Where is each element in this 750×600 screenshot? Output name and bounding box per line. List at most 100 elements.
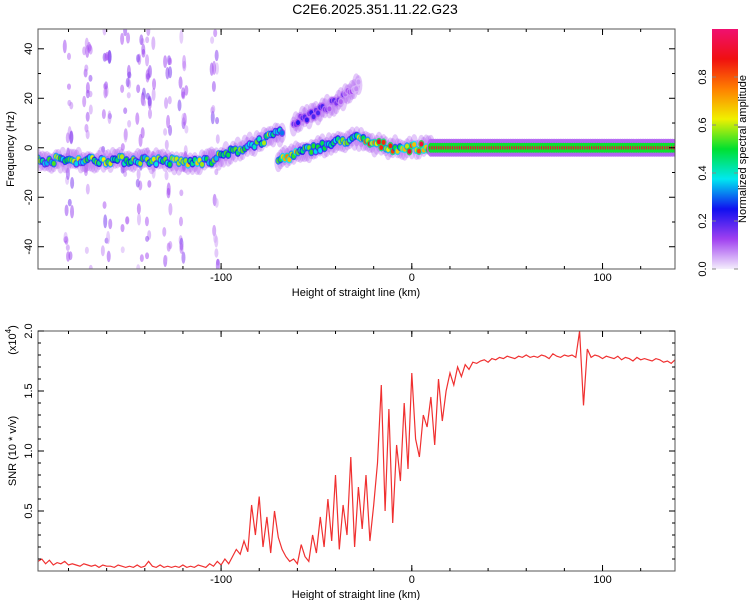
spectrogram-core-mark xyxy=(318,147,323,153)
x-tick-label: 100 xyxy=(593,272,611,284)
spectrogram-core-mark xyxy=(316,110,321,116)
spectrogram-noise-mark xyxy=(136,54,141,63)
spectrogram-core-mark xyxy=(119,154,124,160)
spectrogram-core-mark xyxy=(338,99,343,105)
spectrogram-noise-mark xyxy=(126,32,131,44)
spectrogram-core-mark xyxy=(200,161,205,167)
spectrogram-noise-mark xyxy=(211,81,216,93)
spectrogram-noise-mark xyxy=(168,202,173,216)
spectrogram-noise-mark xyxy=(214,248,219,258)
spectrogram-noise-mark xyxy=(120,223,125,233)
spectrogram-xlabel: Height of straight line (km) xyxy=(292,287,420,299)
spectrogram-noise-mark xyxy=(82,95,87,108)
spectrogram-noise-mark xyxy=(145,54,150,67)
spectrogram-noise-mark xyxy=(168,124,173,136)
spectrogram-noise-mark xyxy=(184,125,189,134)
spectrogram-noise-mark xyxy=(66,251,71,262)
spectrogram-noise-mark xyxy=(120,246,125,254)
y-tick-label: 0.5 xyxy=(23,503,35,518)
spectrogram-noise-mark xyxy=(181,87,186,99)
spectrogram-noise-mark xyxy=(167,96,172,105)
spectrogram-core-mark xyxy=(419,141,424,147)
spectrogram-core-mark xyxy=(154,161,159,167)
spectrogram-noise-mark xyxy=(164,97,169,109)
spectrogram-core-mark xyxy=(51,161,56,167)
spectrogram-noise-mark xyxy=(213,29,218,38)
x-tick-label: -100 xyxy=(210,574,232,586)
spectrogram-noise-mark xyxy=(145,147,150,154)
spectrogram-noise-mark xyxy=(164,139,169,150)
spectrogram-noise-mark xyxy=(145,252,150,260)
spectrogram-noise-mark xyxy=(184,85,189,96)
spectrogram-noise-mark xyxy=(179,243,184,255)
colorbar: 0.0 0.2 0.4 0.6 0.8 Normalized spectral ampl… xyxy=(697,29,749,277)
spectrogram-noise-mark xyxy=(123,29,128,37)
spectrogram-core-mark xyxy=(309,149,314,155)
spectrogram-noise-mark xyxy=(136,84,141,94)
spectrogram-noise-mark xyxy=(209,62,214,76)
spectrogram-core-mark xyxy=(354,86,359,92)
spectrogram-noise-mark xyxy=(147,108,152,119)
snr-ylabel: SNR (10 * v/v) xyxy=(7,416,19,486)
spectrogram-noise-mark xyxy=(151,88,156,101)
spectrogram-noise-mark xyxy=(152,78,157,90)
spectrogram-noise-mark xyxy=(139,34,144,46)
spectrogram-noise-mark xyxy=(178,76,183,89)
spectrogram-noise-mark xyxy=(135,178,140,188)
colorbar-tick-label: 0.4 xyxy=(697,165,709,180)
spectrogram-core-mark xyxy=(287,157,292,163)
spectrogram-core-mark xyxy=(304,117,309,123)
chart-title: C2E6.2025.351.11.22.G23 xyxy=(292,1,458,17)
spectrogram-noise-mark xyxy=(181,113,186,123)
spectrogram-noise-mark xyxy=(120,143,125,151)
spectrogram-noise-mark xyxy=(181,251,186,264)
spectrogram-noise-mark xyxy=(70,177,75,189)
spectrogram-noise-mark xyxy=(67,99,72,106)
spectrogram-noise-mark xyxy=(146,73,151,80)
spectrogram-noise-mark xyxy=(166,114,171,129)
colorbar-tick-label: 0.6 xyxy=(697,117,709,132)
spectrogram-noise-mark xyxy=(103,214,108,229)
spectrogram-core-mark xyxy=(405,143,410,149)
spectrogram-noise-mark xyxy=(145,235,150,242)
colorbar-tick-label: 0.0 xyxy=(697,261,709,276)
spectrogram-noise-mark xyxy=(106,231,111,245)
spectrogram-noise-mark xyxy=(127,120,132,128)
snr-ticks: -100 0 100 0.5 1.0 1.5 2.0 xyxy=(23,323,675,586)
spectrogram-noise-mark xyxy=(63,231,68,242)
spectrogram-noise-mark xyxy=(84,123,89,133)
spectrogram-ylabel: Frequency (Hz) xyxy=(5,111,17,187)
spectrogram-noise-mark xyxy=(125,77,130,88)
spectrogram-core-mark xyxy=(388,143,393,149)
spectrogram-noise-mark xyxy=(82,46,87,56)
spectrogram-noise-mark xyxy=(101,145,106,153)
spectrogram-noise-mark xyxy=(178,216,183,227)
spectrogram-noise-mark xyxy=(215,116,220,125)
spectrogram-noise-mark xyxy=(103,86,108,99)
x-tick-label: 0 xyxy=(409,272,415,284)
spectrogram-noise-mark xyxy=(179,29,184,44)
spectrogram-noise-mark xyxy=(165,66,170,80)
spectrogram-core-mark xyxy=(257,136,262,142)
spectrogram-noise-mark xyxy=(210,110,215,125)
spectrogram-core-mark xyxy=(356,79,361,85)
colorbar-ticks: 0.0 0.2 0.4 0.6 0.8 xyxy=(697,69,738,277)
spectrogram-noise-mark xyxy=(210,36,215,44)
spectrogram-core-mark xyxy=(311,114,316,120)
spectrogram-noise-mark xyxy=(140,95,145,106)
spectrogram-noise-mark xyxy=(214,49,219,62)
spectrogram-noise-mark xyxy=(163,255,168,263)
spectrogram-noise-mark xyxy=(135,112,140,125)
spectrogram-noise-mark xyxy=(105,51,110,61)
y-tick-label: 2.0 xyxy=(23,323,35,338)
spectrogram-frame xyxy=(37,28,676,270)
spectrogram-core-mark xyxy=(416,148,421,154)
spectrogram-noise-mark xyxy=(147,95,152,107)
spectrogram-noise-mark xyxy=(64,204,69,217)
spectrogram-core-mark xyxy=(407,148,412,154)
y-tick-label: 1.5 xyxy=(23,383,35,398)
spectrogram-noise-mark xyxy=(214,168,219,176)
spectrogram-ticks: -100 0 100 -40 -20 0 20 40 xyxy=(23,29,675,284)
spectrogram-core-mark xyxy=(167,161,172,167)
snr-panel: -100 0 100 0.5 1.0 1.5 2.0 Height of straight … xyxy=(4,323,676,600)
